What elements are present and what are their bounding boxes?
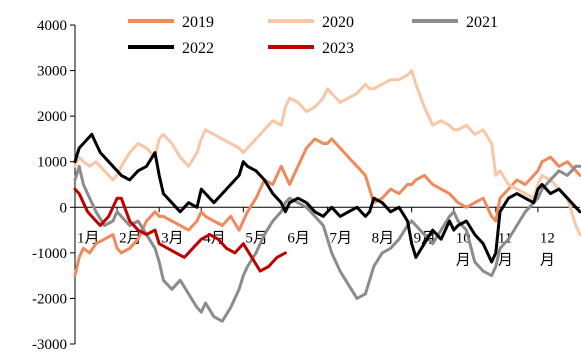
- series-line-2023: [73, 187, 287, 273]
- y-tick-label: -2000: [32, 291, 67, 307]
- y-tick-label: 1000: [37, 155, 67, 171]
- legend-label-2023: 2023: [322, 40, 354, 57]
- y-tick-label: -3000: [32, 337, 67, 353]
- legend-label-2020: 2020: [322, 14, 354, 31]
- legend-label-2021: 2021: [466, 14, 498, 31]
- y-tick-label: -1000: [32, 246, 67, 262]
- y-tick-label: 3000: [37, 64, 67, 80]
- y-tick-label: 0: [60, 200, 68, 216]
- legend-label-2022: 2022: [182, 40, 214, 57]
- x-tick-label: 8月: [372, 230, 395, 246]
- y-tick-label: 2000: [37, 109, 67, 125]
- x-tick-label: 1月: [77, 230, 100, 246]
- series-line-2021: [73, 164, 581, 323]
- series-layer: [73, 69, 581, 323]
- x-tick-label: 11 月: [498, 230, 513, 268]
- y-tick-label: 4000: [37, 18, 67, 34]
- x-tick-label: 12 月: [540, 230, 555, 268]
- x-axis: 1月 2月 3月 4月 5月 6月 7月 8月 9月 10 月11 月12 月: [74, 206, 580, 268]
- series-line-2019: [73, 137, 581, 278]
- x-tick-label: 6月: [287, 230, 310, 246]
- legend: 2019 2020 2021 2022 2023: [128, 14, 498, 57]
- series-line-2022: [73, 132, 581, 264]
- x-tick-label: 7月: [330, 230, 353, 246]
- y-axis: -3000 -2000 -1000 0 1000 2000 3000 4000: [32, 18, 76, 353]
- x-tick-label: 3月: [161, 230, 184, 246]
- legend-label-2019: 2019: [182, 14, 214, 31]
